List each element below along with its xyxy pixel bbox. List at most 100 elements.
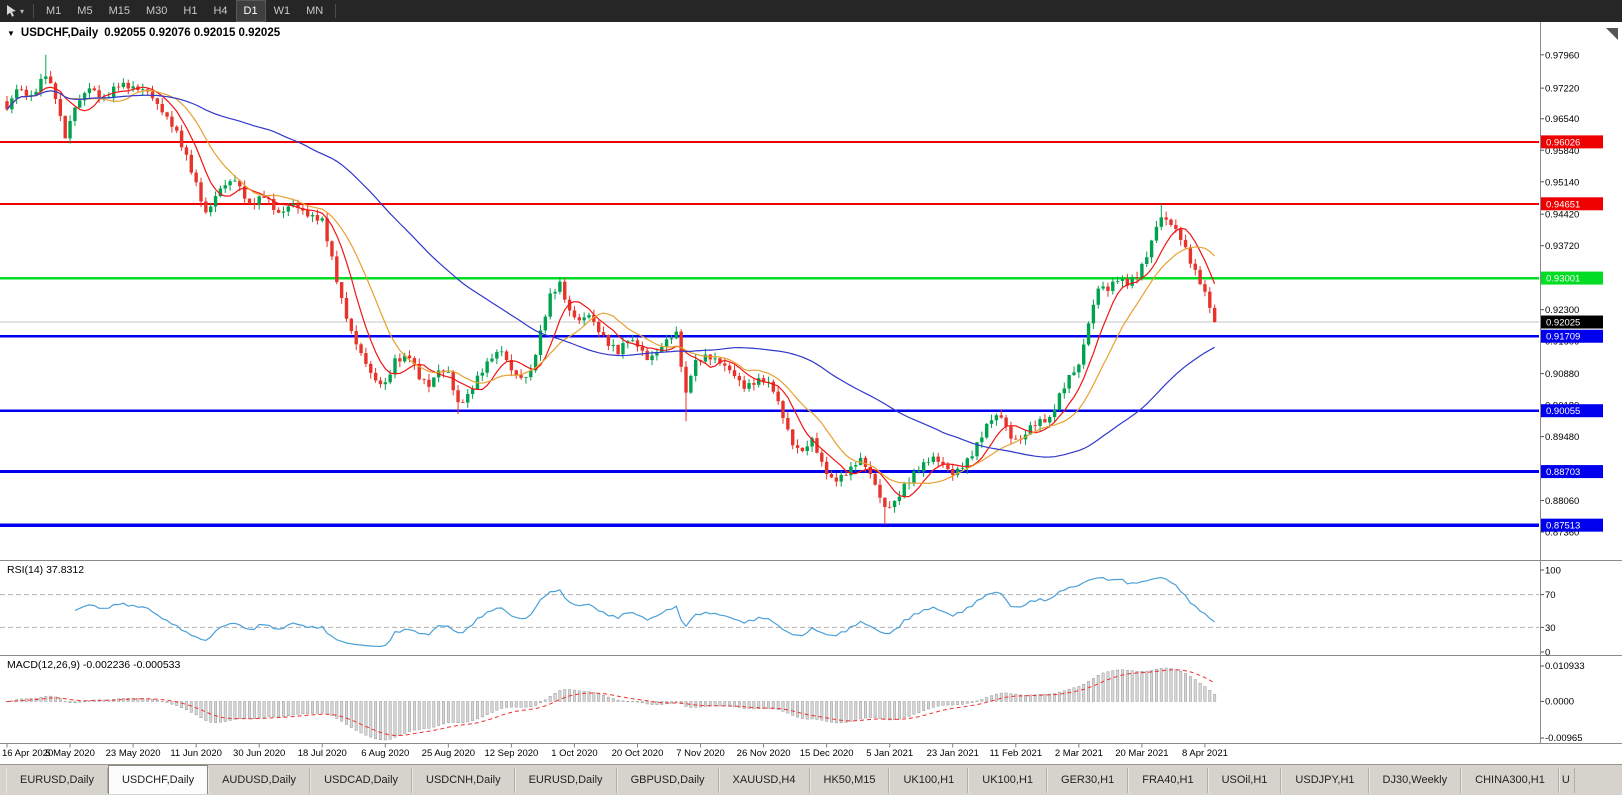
top-toolbar: ▾ M1 M5 M15 M30 H1 H4 D1 W1 MN (0, 0, 1622, 22)
svg-text:0.0000: 0.0000 (1545, 696, 1574, 707)
svg-text:8 Apr 2021: 8 Apr 2021 (1182, 748, 1228, 759)
svg-text:30 Jun 2020: 30 Jun 2020 (233, 748, 285, 759)
chart-tab-1-usdchfdaily[interactable]: USDCHF,Daily (107, 765, 209, 794)
svg-text:-0.00965: -0.00965 (1545, 733, 1583, 744)
macd-histogram (5, 667, 1217, 741)
timeframe-button-m5[interactable]: M5 (77, 5, 93, 17)
cursor-tool-button[interactable]: ▾ (0, 0, 29, 22)
svg-text:0.95840: 0.95840 (1545, 146, 1579, 157)
timeframe-button-m15[interactable]: M15 (108, 5, 130, 17)
toolbar-separator (335, 4, 337, 18)
chart-ohlc-values: 0.92055 0.92076 0.92015 0.92025 (104, 27, 281, 39)
svg-text:2 Mar 2021: 2 Mar 2021 (1055, 748, 1103, 759)
rsi-guides: 100 70 30 0 (0, 566, 1561, 659)
chart-tab-16-china300h1[interactable]: CHINA300,H1 (1461, 768, 1559, 793)
horizontal-level-lines[interactable] (0, 140, 1539, 527)
svg-text:0.87360: 0.87360 (1545, 528, 1579, 539)
chart-tab-3-usdcaddaily[interactable]: USDCAD,Daily (310, 768, 413, 793)
svg-text:1 Oct 2020: 1 Oct 2020 (551, 748, 597, 759)
chart-tab-6-gbpusddaily[interactable]: GBPUSD,Daily (616, 768, 719, 793)
svg-text:0.93720: 0.93720 (1545, 241, 1579, 252)
svg-text:0.89480: 0.89480 (1545, 432, 1579, 443)
chart-tab-13-usoilh1[interactable]: USOil,H1 (1207, 768, 1282, 793)
timeframe-button-h4[interactable]: H4 (213, 5, 228, 17)
chart-tab-11-ger30h1[interactable]: GER30,H1 (1047, 768, 1129, 793)
svg-text:20 Mar 2021: 20 Mar 2021 (1115, 748, 1168, 759)
chart-tab-8-hk50m15[interactable]: HK50,M15 (809, 768, 890, 793)
svg-text:25 Aug 2020: 25 Aug 2020 (422, 748, 475, 759)
timeframe-button-h1[interactable]: H1 (183, 5, 198, 17)
svg-text:5 Jan 2021: 5 Jan 2021 (866, 748, 913, 759)
svg-text:23 May 2020: 23 May 2020 (106, 748, 161, 759)
macd-indicator-label: MACD(12,26,9) -0.002236 -0.000533 (7, 659, 181, 671)
svg-text:30: 30 (1545, 623, 1556, 634)
svg-text:26 Nov 2020: 26 Nov 2020 (737, 748, 791, 759)
timeframe-button-d1[interactable]: D1 (235, 0, 266, 22)
svg-text:12 Sep 2020: 12 Sep 2020 (484, 748, 538, 759)
timeframe-button-mn[interactable]: MN (306, 5, 324, 17)
chart-title-overlay: ▼ USDCHF,Daily 0.92055 0.92076 0.92015 0… (7, 27, 280, 39)
svg-text:6 Aug 2020: 6 Aug 2020 (361, 748, 409, 759)
svg-text:15 Dec 2020: 15 Dec 2020 (800, 748, 854, 759)
svg-text:5 May 2020: 5 May 2020 (45, 748, 95, 759)
chart-tab-bar: EURUSD,Daily USDCHF,Daily AUDUSD,Daily USDC… (0, 764, 1622, 795)
chart-tab-partial[interactable]: U (1558, 768, 1575, 793)
svg-text:0.94420: 0.94420 (1545, 210, 1579, 221)
svg-text:0.97220: 0.97220 (1545, 84, 1579, 95)
svg-text:0.90055: 0.90055 (1546, 406, 1580, 417)
chart-tab-2-audusddaily[interactable]: AUDUSD,Daily (208, 768, 311, 793)
chart-tab-5-eurusddaily[interactable]: EURUSD,Daily (514, 768, 617, 793)
svg-text:16 Apr 2020: 16 Apr 2020 (2, 748, 53, 759)
svg-text:18 Jul 2020: 18 Jul 2020 (298, 748, 347, 759)
chart-tab-0-eurusddaily[interactable]: EURUSD,Daily (6, 768, 108, 793)
rsi-line (74, 576, 1215, 648)
svg-text:0.88060: 0.88060 (1545, 496, 1579, 507)
svg-text:23 Jan 2021: 23 Jan 2021 (927, 748, 979, 759)
toolbar-separator (33, 4, 35, 18)
cursor-arrow-icon (7, 5, 16, 17)
chart-tab-12-fra40h1[interactable]: FRA40,H1 (1128, 768, 1208, 793)
pane-separators (0, 22, 1622, 744)
svg-text:100: 100 (1545, 566, 1561, 577)
svg-text:0.93001: 0.93001 (1546, 274, 1580, 285)
svg-text:0.96026: 0.96026 (1546, 137, 1580, 148)
timeframe-button-w1[interactable]: W1 (273, 5, 291, 17)
macd-signal-line (6, 669, 1215, 736)
price-level-labels: 0.96026 0.94651 0.93001 0.91709 0.90055 0.887… (1541, 135, 1603, 532)
collapse-triangle-icon[interactable]: ▼ (7, 28, 15, 38)
chart-shift-marker[interactable] (1606, 28, 1618, 40)
macd-axis: 0.010933 0.0000 -0.00965 (1540, 661, 1585, 744)
svg-text:0.92300: 0.92300 (1545, 305, 1579, 316)
chart-tab-14-usdjpyh1[interactable]: USDJPY,H1 (1281, 768, 1369, 793)
candles-layer (5, 54, 1217, 525)
timeframe-button-group: M1 M5 M15 M30 H1 H4 D1 W1 MN (38, 0, 331, 22)
svg-text:11 Feb 2021: 11 Feb 2021 (989, 748, 1042, 759)
chart-tab-4-usdcnhdaily[interactable]: USDCNH,Daily (412, 768, 515, 793)
chart-tab-7-xauusdh4[interactable]: XAUUSD,H4 (718, 768, 810, 793)
svg-text:0.95140: 0.95140 (1545, 177, 1579, 188)
svg-text:0.010933: 0.010933 (1545, 661, 1585, 672)
moving-average-lines (6, 86, 1216, 498)
chart-tab-10-uk100h1[interactable]: UK100,H1 (968, 768, 1048, 793)
svg-text:11 Jun 2020: 11 Jun 2020 (170, 748, 222, 759)
svg-text:0.88703: 0.88703 (1546, 467, 1580, 478)
svg-text:0.92025: 0.92025 (1546, 318, 1580, 329)
svg-text:0.87513: 0.87513 (1546, 521, 1580, 532)
svg-text:0.96540: 0.96540 (1545, 114, 1579, 125)
rsi-indicator-label: RSI(14) 37.8312 (7, 564, 85, 576)
svg-text:0.97960: 0.97960 (1545, 50, 1579, 61)
chart-symbol-label: USDCHF,Daily (20, 27, 99, 39)
svg-text:0: 0 (1545, 648, 1550, 659)
chart-tab-9-uk100h1[interactable]: UK100,H1 (889, 768, 969, 793)
svg-text:0.94651: 0.94651 (1546, 199, 1580, 210)
svg-text:70: 70 (1545, 590, 1556, 601)
svg-text:20 Oct 2020: 20 Oct 2020 (612, 748, 664, 759)
dropdown-caret-icon: ▾ (20, 6, 25, 16)
timeframe-button-m1[interactable]: M1 (46, 5, 62, 17)
timeframe-button-m30[interactable]: M30 (145, 5, 168, 17)
chart-tab-15-dj30weekly[interactable]: DJ30,Weekly (1368, 768, 1462, 793)
svg-text:0.90880: 0.90880 (1545, 369, 1579, 380)
chart-canvas[interactable]: 0.97960 0.97220 0.96540 0.95840 0.95140 0.944… (0, 0, 1622, 764)
